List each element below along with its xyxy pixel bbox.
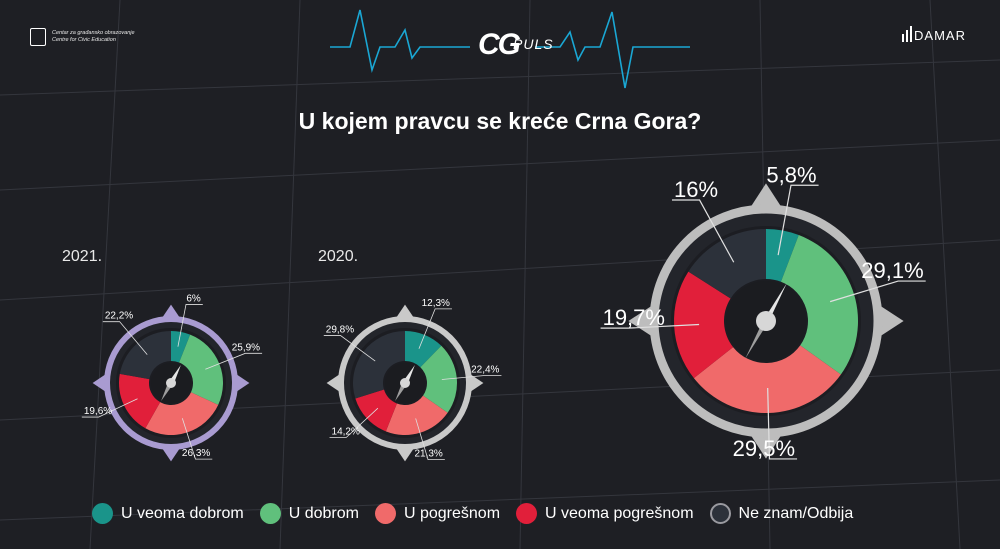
data-label: 26,3% xyxy=(182,448,210,459)
data-label: 6% xyxy=(186,293,201,304)
green-dot-icon xyxy=(259,503,281,524)
pie-slice xyxy=(179,334,223,405)
cg-puls-logo-sub: PULS xyxy=(513,36,554,52)
compass-pointer xyxy=(396,448,414,462)
pie-slice xyxy=(420,345,457,413)
legend-label: U veoma pogrešnom xyxy=(545,504,694,522)
needle-pivot xyxy=(166,378,176,388)
legend-item: U veoma dobrom xyxy=(92,503,244,524)
compass-pointer xyxy=(162,448,180,462)
pie-slice xyxy=(674,271,734,379)
data-label: 16% xyxy=(674,177,718,202)
leader-line xyxy=(415,418,445,461)
leader-line xyxy=(418,308,452,349)
pie-slice xyxy=(355,389,397,432)
cgo-logo-line1: Centar za građansko obrazovanje xyxy=(52,30,135,36)
legend-item: Ne znam/Odbija xyxy=(709,503,854,524)
leader-line xyxy=(323,335,376,362)
red-dot-icon xyxy=(516,503,538,524)
chart-year-2020: 2020. xyxy=(318,248,359,265)
legend-label: U pogrešnom xyxy=(403,504,501,522)
pie-slice xyxy=(171,331,191,363)
cgo-logo: Centar za građansko obrazovanje Centre f… xyxy=(30,28,135,46)
pie-slice xyxy=(693,345,841,413)
heartbeat-line-right xyxy=(535,11,690,89)
leader-line xyxy=(102,321,148,355)
compass-pointer xyxy=(396,304,414,318)
compass-pointer xyxy=(879,305,904,337)
damar-bars-icon xyxy=(902,26,913,42)
legend-item: U pogrešnom xyxy=(374,503,501,524)
leader-line xyxy=(829,280,926,303)
data-label: 25,9% xyxy=(232,342,260,353)
legend-item: U dobrom xyxy=(259,503,359,524)
compass-pointer xyxy=(162,304,180,318)
cgo-logo-icon xyxy=(30,28,46,46)
pie-slice xyxy=(119,373,161,429)
data-label: 22,4% xyxy=(471,364,499,375)
teal-dot-icon xyxy=(92,503,113,524)
pie-slice xyxy=(405,331,442,368)
leader-line xyxy=(81,398,138,418)
needle-pivot xyxy=(756,311,776,331)
data-label: 29,1% xyxy=(861,258,923,283)
leader-line xyxy=(177,304,203,347)
chart-year-2021: 2021. xyxy=(62,248,103,265)
leader-line xyxy=(329,407,379,438)
heartbeat-line xyxy=(330,9,470,74)
compass-pointer xyxy=(92,374,106,392)
data-label: 22,2% xyxy=(105,311,133,322)
data-label: 5,8% xyxy=(766,162,816,187)
needle-icon xyxy=(745,321,769,359)
pie-slice xyxy=(688,229,766,299)
legend-label: U veoma dobrom xyxy=(121,504,244,522)
pie-slice xyxy=(385,395,448,435)
compass-pointer xyxy=(628,305,653,337)
compass-pointer xyxy=(470,374,484,392)
compass-pointer xyxy=(750,434,782,459)
data-label: 12,3% xyxy=(422,298,450,309)
legend-label: Ne znam/Odbija xyxy=(738,504,854,522)
data-label: 19,6% xyxy=(84,406,112,417)
pie-slice xyxy=(145,392,219,435)
page-title: U kojem pravcu se kreće Crna Gora? xyxy=(298,108,702,134)
needle-icon xyxy=(763,283,787,321)
cg-puls-logo: CG xyxy=(478,28,521,61)
data-label: 21,3% xyxy=(414,449,442,460)
compass-pointer xyxy=(236,374,250,392)
needle-pivot xyxy=(400,378,410,388)
data-label: 29,8% xyxy=(326,325,354,336)
data-label: 14,2% xyxy=(332,426,360,437)
legend-label: U dobrom xyxy=(288,504,359,522)
salmon-dot-icon xyxy=(374,503,396,524)
dark-dot-icon xyxy=(709,503,731,524)
leader-line xyxy=(777,184,819,256)
compass-pointer xyxy=(326,374,340,392)
pie-slice xyxy=(119,331,171,380)
leader-line xyxy=(600,323,700,329)
pie-slice xyxy=(766,229,799,282)
leader-line xyxy=(205,352,263,370)
data-label: 29,5% xyxy=(733,436,795,461)
cgo-logo-line2: Centre for Civic Education xyxy=(52,37,116,43)
damar-logo-text: DAMAR xyxy=(914,28,966,43)
legend: U veoma dobrom U dobrom U pogrešnom U ve… xyxy=(92,503,853,524)
damar-logo: DAMAR xyxy=(902,26,966,42)
legend-item: U veoma pogrešnom xyxy=(516,503,694,524)
compass-pointer xyxy=(750,183,782,208)
pie-slice xyxy=(353,331,405,399)
leader-line xyxy=(181,418,213,460)
data-label: 19,7% xyxy=(603,305,665,330)
leader-line xyxy=(671,199,735,263)
leader-line xyxy=(441,375,502,380)
leader-line xyxy=(767,387,798,460)
pie-slice xyxy=(780,235,858,375)
